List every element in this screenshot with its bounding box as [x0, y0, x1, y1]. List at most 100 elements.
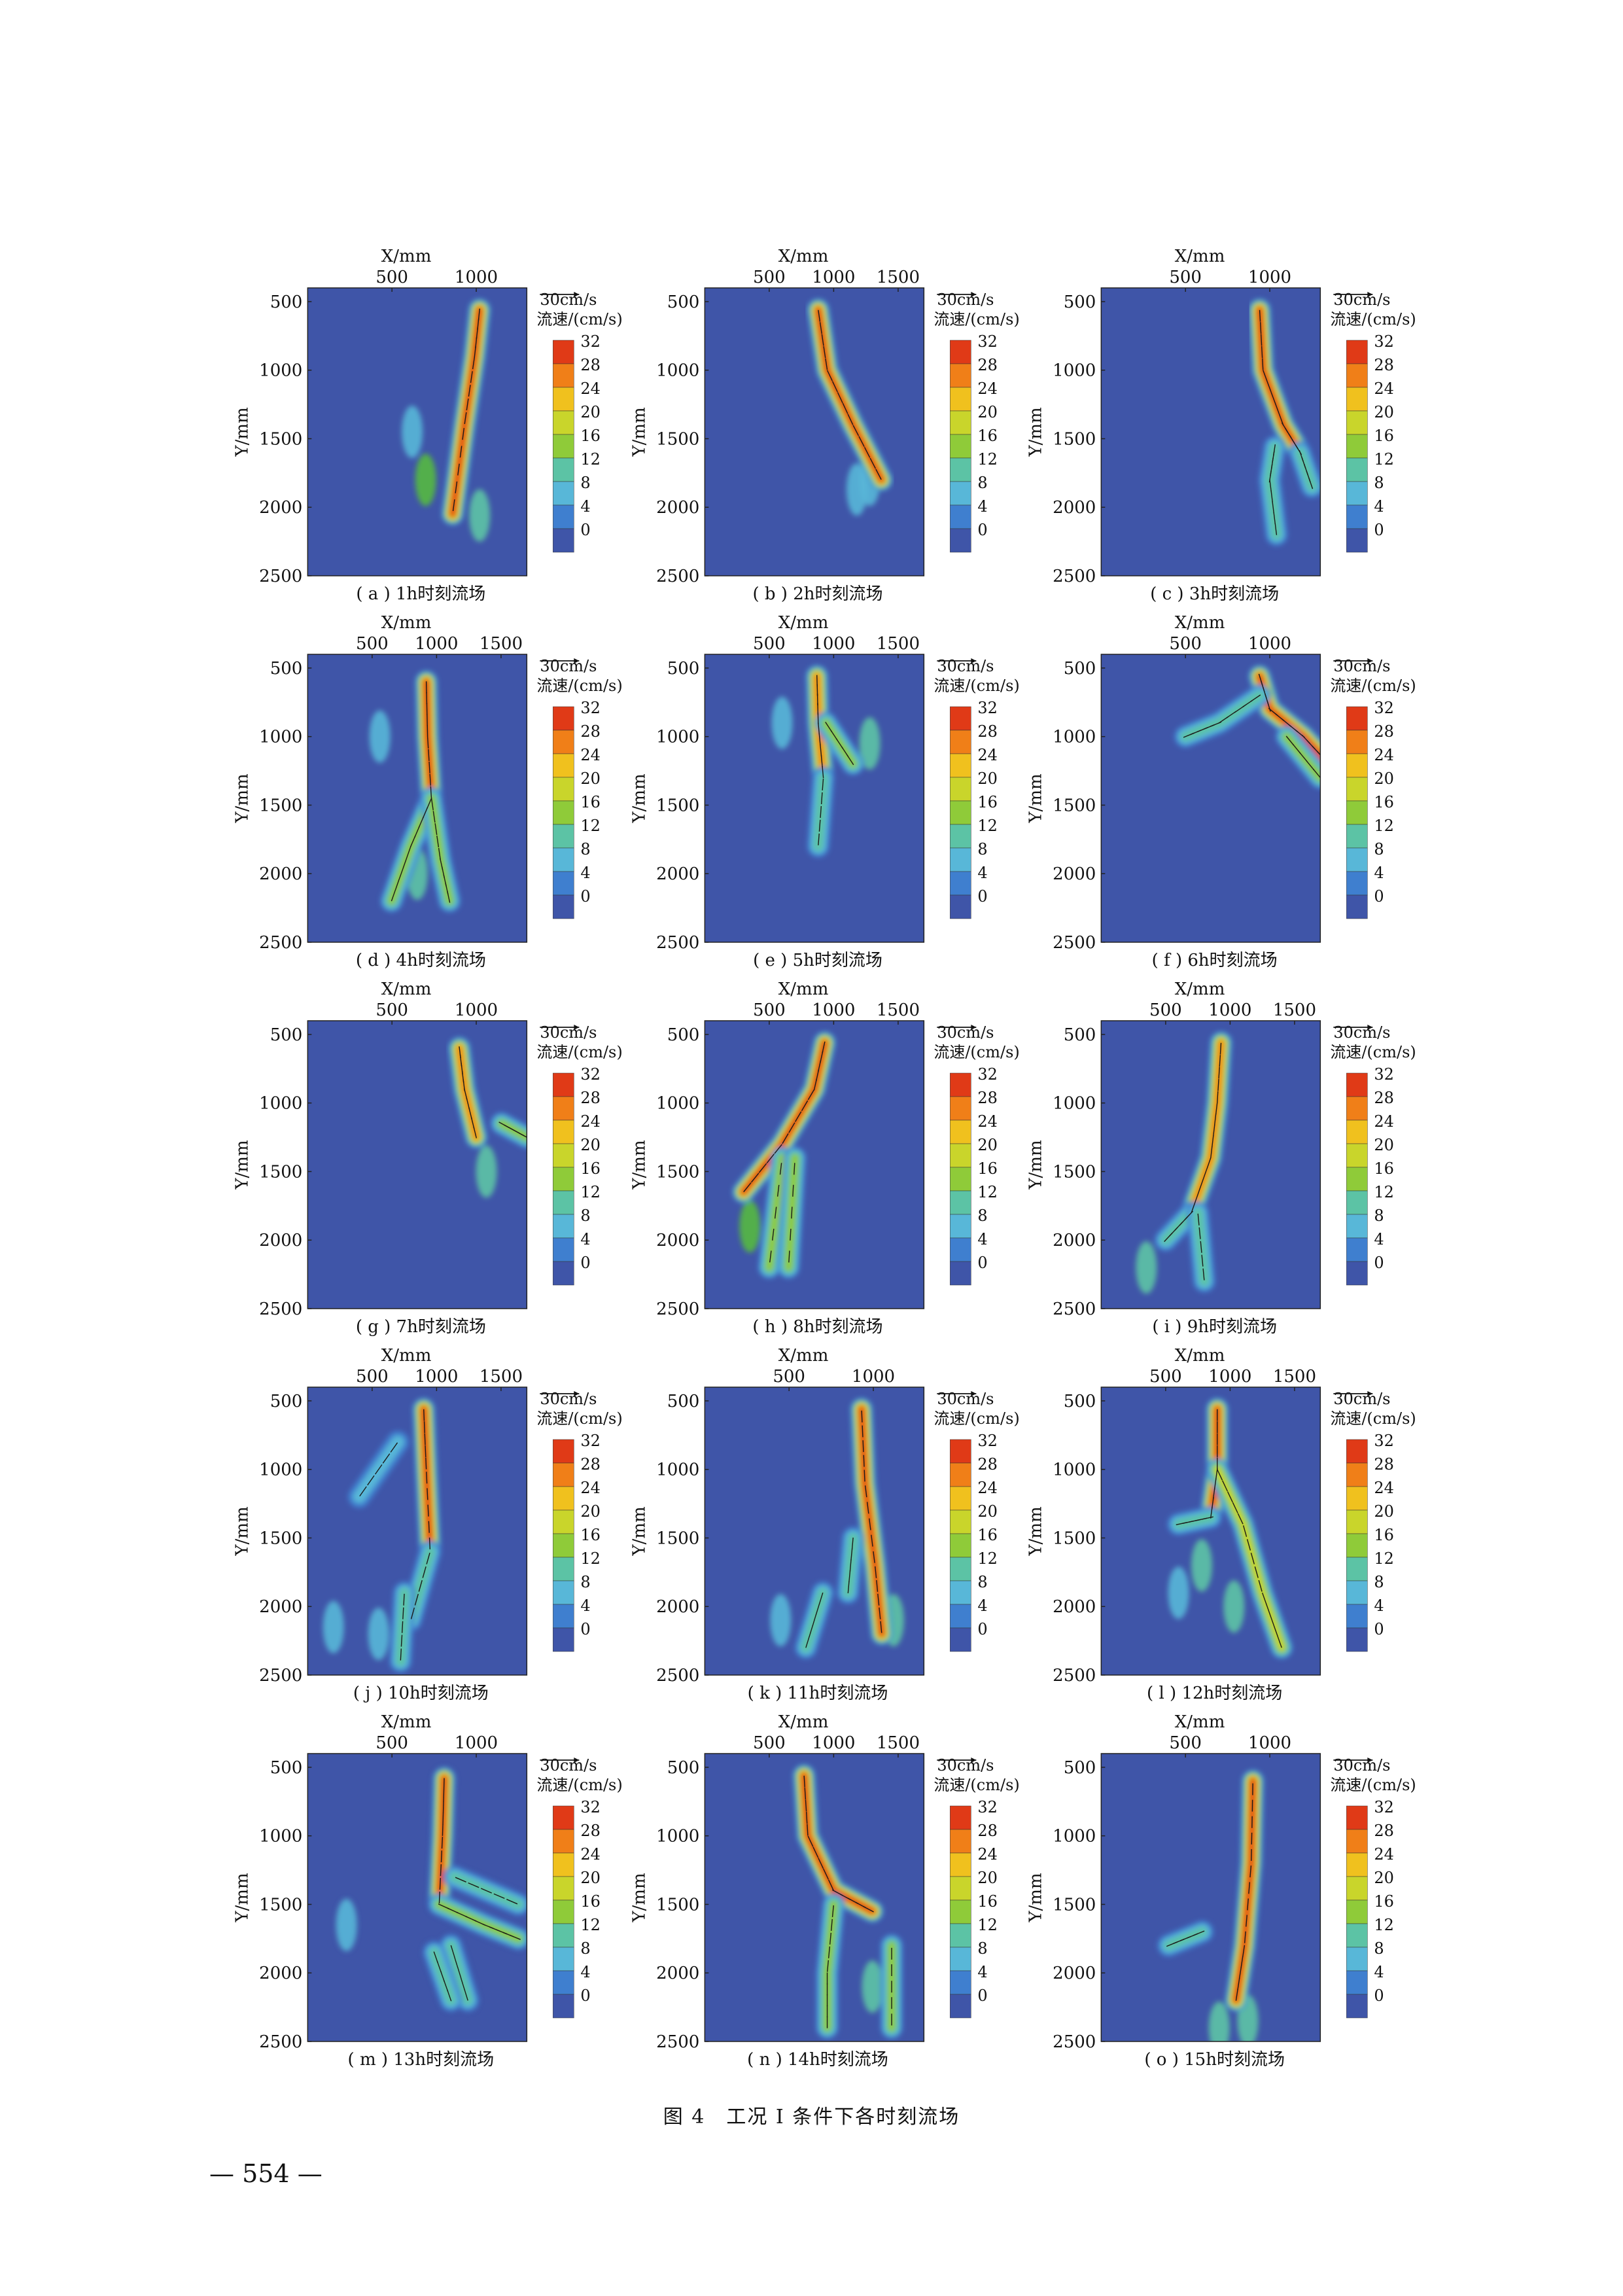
y-tick-label: 2000 [656, 1231, 699, 1250]
velocity-patch [469, 489, 491, 542]
colorbar-title: 流速/(cm/s) [934, 1409, 1019, 1428]
velocity-arrow [447, 891, 451, 903]
velocity-arrow [769, 1250, 772, 1263]
panel-n: 500 1000 1500 2000 2500 Y/mm 500 1000 1500 X/mm 30… [620, 1708, 1019, 2074]
colorbar-segment [553, 753, 574, 778]
velocity-arrow [1249, 1865, 1252, 1878]
velocity-patch [859, 717, 881, 770]
velocity-arrow [821, 334, 824, 346]
velocity-arrow [455, 1877, 466, 1882]
velocity-arrow [402, 857, 408, 869]
velocity-arrow [459, 446, 462, 458]
velocity-arrow [1246, 1915, 1248, 1927]
y-tick-label: 2500 [259, 1299, 302, 1319]
colorbar-tick-label: 8 [580, 474, 590, 492]
velocity-arrow [425, 1445, 427, 1458]
colorbar-tick-label: 16 [580, 1526, 601, 1544]
y-tick-label: 500 [270, 292, 303, 312]
panel-caption: ( m ) 13h时刻流场 [347, 2050, 495, 2070]
velocity-arrow [519, 1133, 527, 1138]
velocity-arrow [1176, 1521, 1188, 1525]
colorbar-segment [1346, 894, 1368, 919]
vector-reference-label: 30cm/s [540, 1390, 597, 1408]
colorbar-segment [949, 1604, 971, 1629]
colorbar-tick-label: 24 [977, 380, 998, 398]
x-tick-label: 1000 [455, 1733, 498, 1753]
velocity-arrow [879, 1621, 882, 1633]
velocity-arrow [457, 1967, 462, 1979]
plot-frame [1100, 654, 1321, 943]
colorbar-tick-label: 32 [1374, 332, 1395, 351]
velocity-arrow [447, 1907, 459, 1914]
panel-caption: ( k ) 11h时刻流场 [747, 1684, 888, 1703]
colorbar-tick-label: 24 [1374, 746, 1395, 764]
velocity-arrow [1197, 1213, 1200, 1226]
velocity-arrow [1166, 1941, 1178, 1947]
velocity-arrow [438, 847, 441, 860]
x-tick-label: 1000 [852, 1367, 895, 1386]
colorbar-segment [949, 1947, 971, 1971]
plot-area [1157, 1769, 1265, 2041]
y-tick-label: 1000 [656, 1460, 699, 1480]
colorbar-segment [1346, 1510, 1368, 1534]
y-tick-label: 2000 [1053, 498, 1096, 518]
velocity-arrow [438, 1903, 449, 1909]
vector-reference-arrowhead [1367, 1025, 1373, 1030]
colorbar-segment [949, 1439, 971, 1464]
velocity-arrow [817, 1858, 824, 1869]
y-tick-label: 1000 [656, 361, 699, 381]
colorbar-tick-label: 20 [1374, 1869, 1395, 1887]
y-axis-label: Y/mm [1026, 1873, 1046, 1922]
x-tick-label: 1000 [1248, 1733, 1291, 1753]
velocity-arrow [1317, 751, 1321, 756]
colorbar-segment [949, 1143, 971, 1168]
colorbar-segment [1346, 1947, 1368, 1971]
colorbar-segment [1346, 457, 1368, 482]
colorbar-segment [553, 528, 574, 553]
colorbar-tick-label: 0 [977, 1254, 987, 1272]
velocity-arrow [398, 868, 404, 879]
plot-frame [704, 1753, 924, 2042]
colorbar-segment [1346, 777, 1368, 802]
y-tick-label: 500 [1064, 292, 1096, 312]
y-tick-label: 500 [667, 1392, 699, 1411]
panel-k: 500 1000 1500 2000 2500 Y/mm 500 1000 X/mm 30cm/s… [620, 1341, 1019, 1708]
velocity-arrow [468, 1107, 472, 1120]
y-tick-label: 1500 [1053, 1162, 1096, 1182]
vector-reference-label: 30cm/s [1334, 1756, 1391, 1775]
velocity-arrow [847, 1581, 850, 1593]
velocity-arrow [758, 1163, 767, 1173]
velocity-arrow [1214, 1113, 1217, 1125]
colorbar-segment [949, 1510, 971, 1534]
y-tick-label: 500 [270, 1758, 303, 1778]
y-tick-label: 2500 [259, 2032, 302, 2052]
colorbar-tick-label: 0 [580, 1254, 590, 1272]
velocity-arrow [875, 1580, 878, 1592]
y-tick-label: 2000 [259, 1597, 302, 1617]
colorbar-segment [553, 1852, 574, 1877]
flow-field-chart: 500 1000 1500 2000 2500 Y/mm 500 1000 1500 X/mm 30… [1026, 980, 1416, 1319]
colorbar-segment [1346, 706, 1368, 731]
colorbar-segment [949, 504, 971, 529]
velocity-arrow [874, 1566, 877, 1578]
velocity-arrow [1217, 1079, 1220, 1091]
colorbar-segment [553, 504, 574, 529]
velocity-arrow [826, 1960, 829, 1972]
colorbar-tick-label: 0 [1374, 1254, 1384, 1272]
velocity-arrow [457, 463, 460, 476]
x-tick-label: 1000 [415, 1367, 458, 1386]
colorbar-title: 流速/(cm/s) [1331, 310, 1416, 328]
x-axis-label: X/mm [381, 613, 432, 633]
colorbar-tick-label: 12 [580, 817, 601, 835]
colorbar-segment [1346, 1462, 1368, 1487]
panel-d: 500 1000 1500 2000 2500 Y/mm 500 1000 1500 X/mm 30… [222, 609, 622, 975]
colorbar-segment [949, 1072, 971, 1097]
velocity-patch [846, 463, 867, 516]
x-tick-label: 1500 [876, 1733, 919, 1753]
panel-caption: ( j ) 10h时刻流场 [353, 1684, 489, 1703]
colorbar-title: 流速/(cm/s) [934, 677, 1019, 695]
colorbar-segment [553, 1143, 574, 1168]
colorbar-tick-label: 20 [580, 1502, 601, 1521]
y-tick-label: 500 [270, 1392, 303, 1411]
panel-caption: ( l ) 12h时刻流场 [1147, 1684, 1283, 1703]
